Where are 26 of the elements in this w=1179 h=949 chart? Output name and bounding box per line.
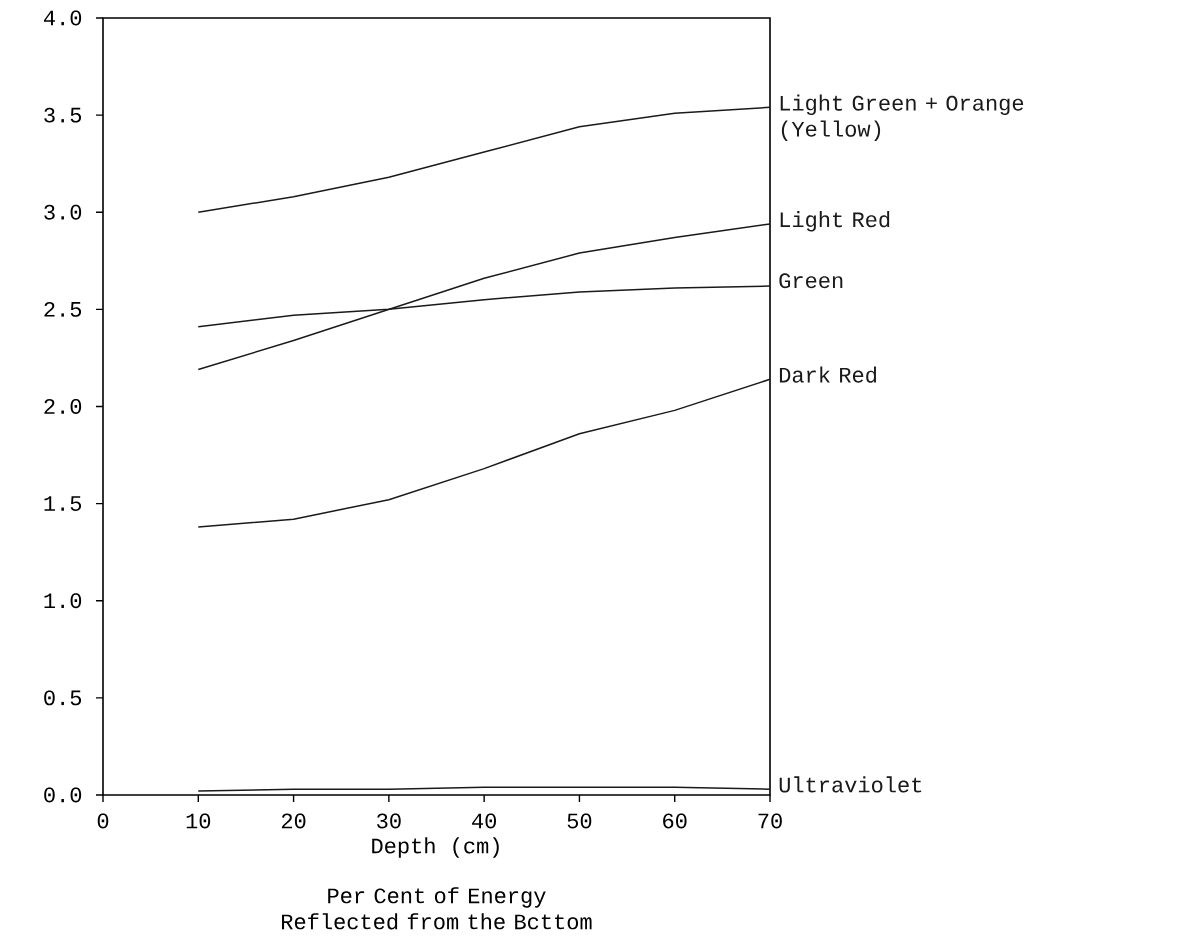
series-label: Ultraviolet <box>779 776 922 793</box>
x-axis-title: Depth (cm) <box>372 837 499 858</box>
y-tick-label: 0.0 <box>44 787 82 803</box>
y-tick-label: 1.0 <box>44 593 82 609</box>
y-tick-label: 2.5 <box>44 301 82 317</box>
series-label: Dark Red <box>779 366 876 383</box>
y-tick-label: 1.5 <box>44 496 82 511</box>
text: Per Cent of Energy Reflected from the Bcttom <box>282 887 592 930</box>
x-tick-label: 60 <box>663 813 687 829</box>
y-tick-label: 0.5 <box>44 690 82 706</box>
y-tick-label: 3.5 <box>44 107 82 123</box>
x-tick-label: 30 <box>377 813 401 829</box>
x-tick-label: 0 <box>97 813 109 829</box>
series-label: Light Green + Orange (Yellow) <box>780 94 1024 142</box>
y-tick-label: 3.0 <box>44 204 82 220</box>
series-label: Green <box>779 273 843 289</box>
line-series <box>197 378 771 528</box>
series-label: Light Red <box>780 211 890 232</box>
x-tick-label: 20 <box>281 813 306 829</box>
y-tick-label: 4.0 <box>43 10 82 26</box>
x-tick-label: 10 <box>186 813 211 829</box>
x-tick-label: 70 <box>758 813 782 829</box>
x-tick-label: 50 <box>567 813 592 829</box>
y-tick-label: 2.0 <box>44 399 82 414</box>
line-series <box>197 106 771 213</box>
x-tick-label: 40 <box>472 813 496 829</box>
